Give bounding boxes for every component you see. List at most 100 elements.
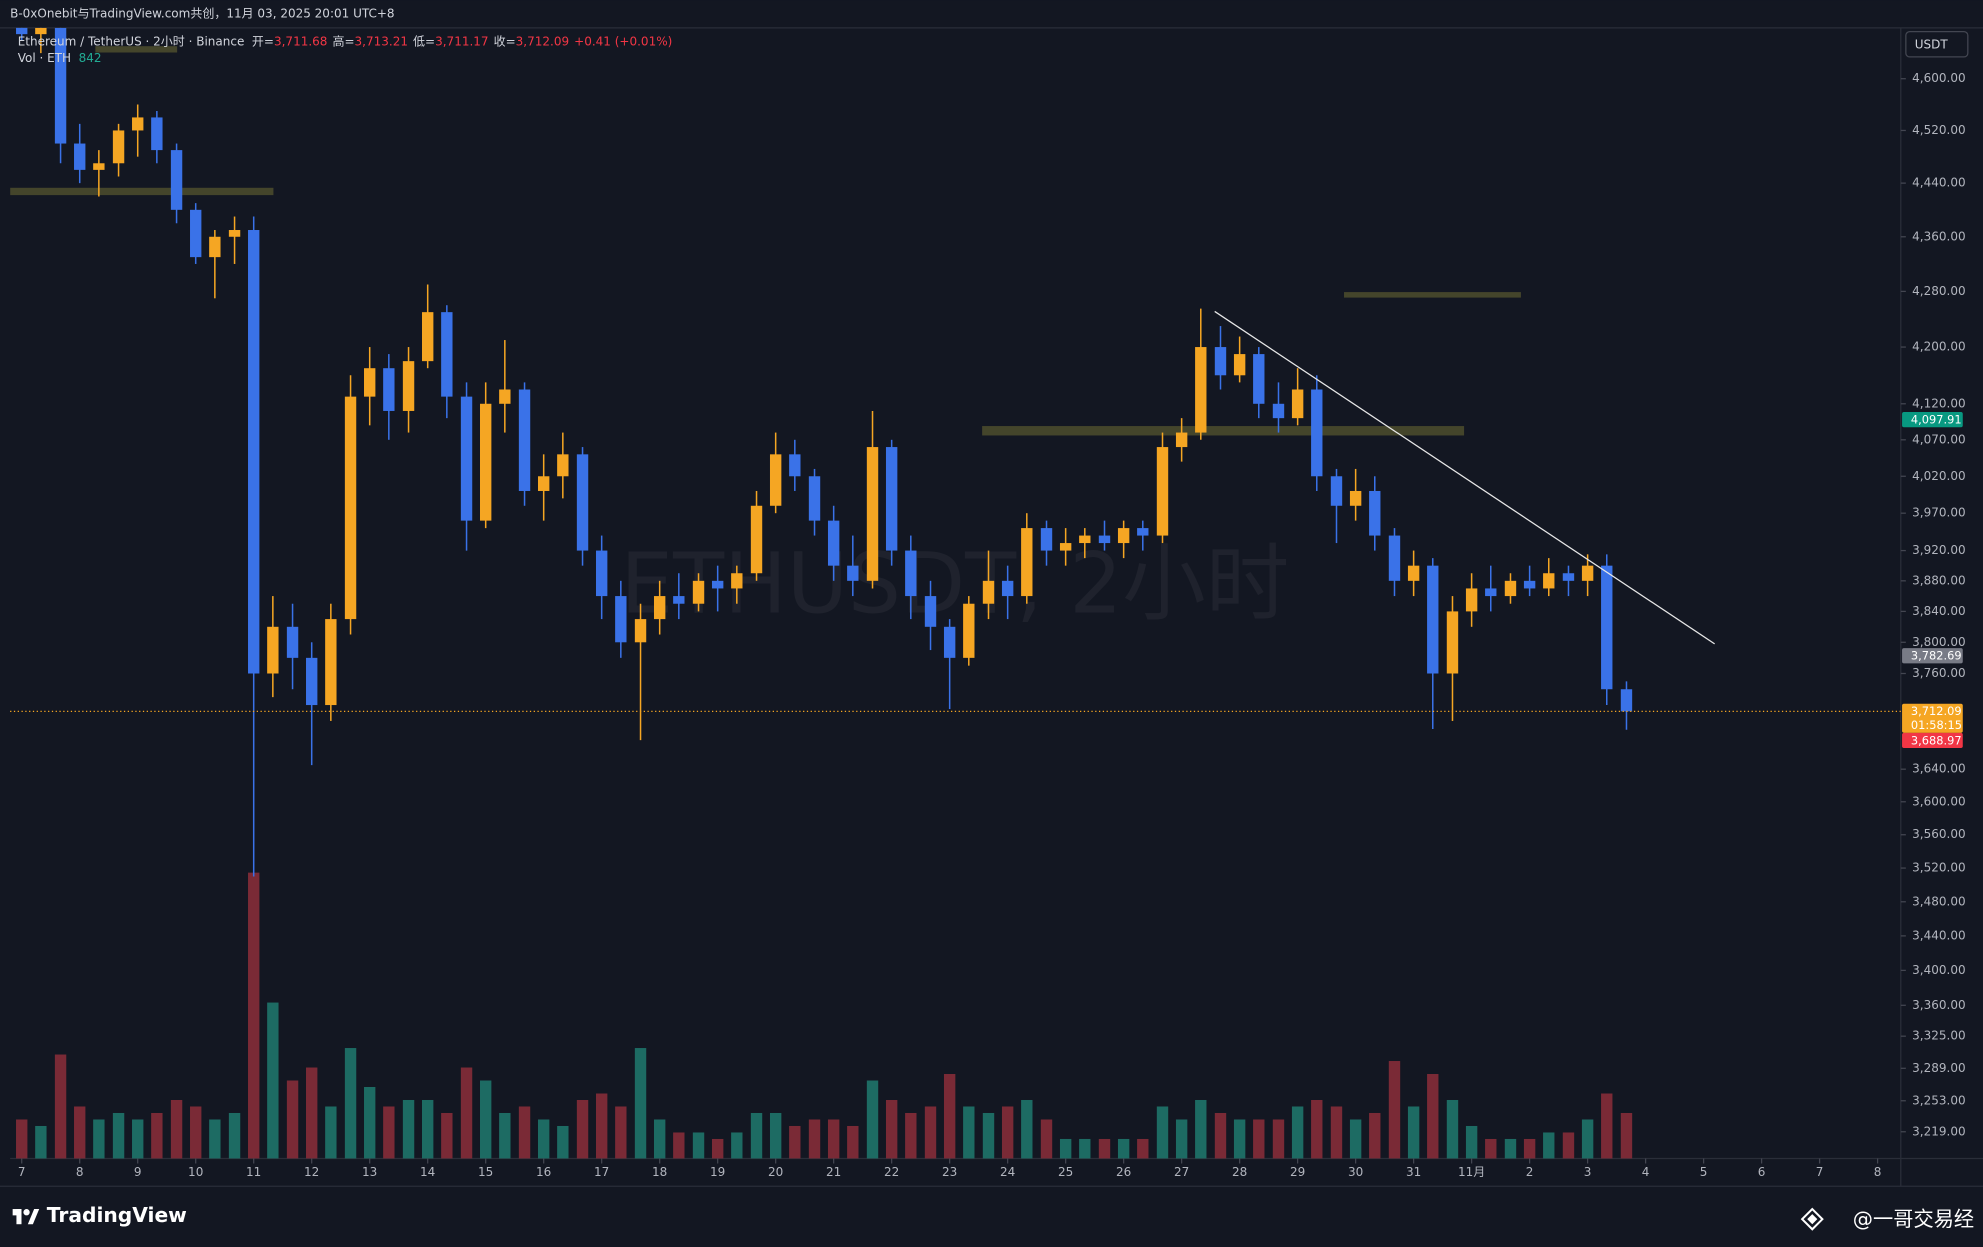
y-tick-label: 3,840.00 [1912, 604, 1965, 618]
volume-bar [170, 1099, 183, 1159]
candle-body [1369, 490, 1381, 536]
volume-bar [1465, 1125, 1478, 1159]
candle-body [306, 657, 318, 706]
x-tick-label: 17 [594, 1165, 609, 1179]
trendline [1214, 310, 1715, 645]
price-tag-label: 3,688.97 [1911, 733, 1962, 747]
volume-bar [653, 1119, 666, 1159]
volume-bar [479, 1080, 492, 1159]
candle-body [789, 454, 801, 477]
volume-bar [982, 1112, 995, 1159]
x-tick-label: 2 [1526, 1165, 1534, 1179]
x-tick-label: 18 [652, 1165, 667, 1179]
volume-bar [1040, 1119, 1053, 1159]
x-tick-label: 10 [188, 1165, 203, 1179]
candle-body [653, 596, 666, 620]
y-tick-label: 3,880.00 [1912, 573, 1965, 587]
x-tick-label: 28 [1232, 1165, 1247, 1179]
x-tick-label: 15 [478, 1165, 493, 1179]
zone [10, 187, 274, 196]
candle-body [190, 209, 202, 258]
candle-body [827, 520, 840, 566]
volume-bar [750, 1112, 763, 1159]
x-tick-label: 6 [1758, 1165, 1766, 1179]
x-tick-label: 9 [134, 1165, 142, 1179]
y-tick-label: 3,219.00 [1912, 1124, 1965, 1138]
y-tick-label: 3,560.00 [1912, 827, 1965, 841]
x-tick-label: 7 [1816, 1165, 1824, 1179]
legend-field-name: 收= [494, 34, 516, 48]
price-tag [1902, 732, 1963, 749]
candle-body [1001, 580, 1014, 597]
candle-body [35, 27, 47, 35]
x-tick-label: 20 [768, 1165, 783, 1179]
volume-bar [1079, 1138, 1091, 1159]
volume-bar [151, 1112, 163, 1159]
candle-body [1562, 573, 1575, 581]
volume-bar [1407, 1106, 1420, 1159]
candle-body [808, 476, 821, 521]
volume-bar [1349, 1119, 1362, 1159]
y-tick-label: 3,289.00 [1912, 1061, 1965, 1075]
candle-body [982, 580, 995, 604]
volume-bar [93, 1119, 105, 1159]
candle-body [1291, 389, 1304, 419]
volume-bar [963, 1106, 975, 1159]
volume-bar [1543, 1132, 1555, 1159]
volume-bar [1562, 1132, 1575, 1159]
volume-bar [943, 1074, 956, 1159]
legend-title: Ethereum / TetherUS · 2小时 · Binance [18, 34, 245, 48]
volume-bar [35, 1125, 47, 1159]
volume-bar [1504, 1138, 1517, 1159]
volume-bar [286, 1080, 299, 1159]
volume-bar [1601, 1093, 1613, 1159]
volume-bar [1021, 1099, 1033, 1159]
candle-body [364, 368, 376, 397]
x-tick-label: 21 [826, 1165, 841, 1179]
y-tick-label: 3,480.00 [1912, 894, 1965, 908]
y-tick-label: 3,640.00 [1912, 762, 1965, 776]
credit: @一哥交易经 [1853, 1207, 1974, 1231]
candle-body [267, 626, 279, 674]
volume-last: 842 [79, 51, 102, 65]
volume-bar [306, 1067, 318, 1159]
volume-bar [1137, 1138, 1149, 1159]
volume-bar [1620, 1112, 1633, 1159]
x-tick-label: 14 [420, 1165, 435, 1179]
volume-bar [112, 1112, 125, 1159]
volume-bar [499, 1112, 511, 1159]
volume-bar [383, 1106, 395, 1159]
volume-bar [16, 1119, 28, 1159]
volume-bar [1311, 1099, 1323, 1159]
y-tick-label: 3,253.00 [1912, 1093, 1965, 1107]
x-tick-label: 8 [1874, 1165, 1882, 1179]
candle-body [1059, 543, 1072, 551]
volume-bar [924, 1106, 937, 1159]
candle-body [170, 150, 183, 210]
volume-bar [518, 1106, 531, 1159]
x-tick-label: 22 [884, 1165, 899, 1179]
candle-body [1446, 611, 1459, 674]
x-tick-label: 16 [536, 1165, 551, 1179]
candle-body [132, 117, 144, 131]
candle-body [479, 403, 492, 521]
candle-body [634, 619, 647, 643]
unit-box[interactable] [1905, 31, 1969, 58]
volume-bar [557, 1125, 569, 1159]
volume-bar [615, 1106, 627, 1159]
candle-body [1137, 528, 1149, 536]
candle-body [731, 573, 743, 589]
x-tick-label: 25 [1058, 1165, 1073, 1179]
legend-field-value: 3,712.09 [516, 34, 569, 48]
candle-body [248, 230, 260, 674]
legend-field-name: 高= [332, 33, 354, 48]
candle-body [421, 312, 434, 362]
volume-bar [421, 1099, 434, 1159]
y-tick-label: 4,280.00 [1912, 284, 1965, 298]
x-tick-label: 3 [1584, 1165, 1592, 1179]
volume-bar [132, 1119, 144, 1159]
volume-bar [1195, 1099, 1207, 1159]
x-tick-label: 30 [1348, 1165, 1363, 1179]
candle-body [595, 550, 608, 597]
